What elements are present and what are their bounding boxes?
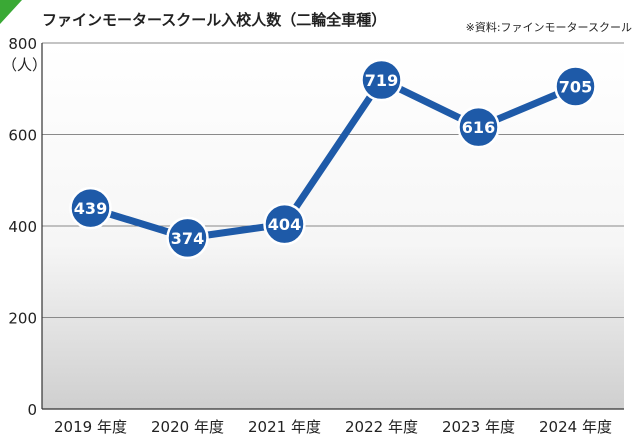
data-point bbox=[554, 65, 597, 108]
data-point bbox=[69, 186, 112, 230]
y-tick-label: 400 bbox=[8, 218, 37, 236]
x-tick-label: 2024 年度 bbox=[539, 418, 612, 436]
y-tick-labels: 0 200 400 600 800 bbox=[8, 35, 37, 419]
data-label: 616 bbox=[462, 118, 495, 137]
data-point bbox=[360, 58, 403, 102]
chart-source: ※資料:ファインモータースクール bbox=[466, 20, 632, 34]
axes bbox=[41, 43, 624, 410]
data-label: 719 bbox=[365, 71, 398, 90]
data-label: 374 bbox=[171, 229, 204, 248]
x-tick-label: 2021 年度 bbox=[248, 418, 321, 436]
y-tick-label: 800 bbox=[8, 35, 37, 53]
y-axis-unit-label: （人） bbox=[2, 56, 47, 74]
x-tick-label: 2023 年度 bbox=[442, 418, 515, 436]
chart-title: ファインモータースクール入校人数（二輪全車種） bbox=[42, 11, 386, 29]
data-point bbox=[263, 202, 306, 246]
corner-accent bbox=[0, 0, 22, 24]
data-label: 404 bbox=[268, 215, 301, 234]
x-tick-label: 2022 年度 bbox=[345, 418, 418, 436]
y-tick-label: 200 bbox=[8, 310, 37, 328]
x-tick-label: 2020 年度 bbox=[151, 418, 224, 436]
x-tick-label: 2019 年度 bbox=[54, 418, 127, 436]
data-label: 705 bbox=[559, 77, 592, 96]
data-point bbox=[457, 105, 500, 149]
data-point bbox=[166, 216, 209, 260]
data-label: 439 bbox=[74, 199, 107, 218]
data-points: 439 374 404 719 616 705 bbox=[69, 58, 597, 260]
y-tick-label: 0 bbox=[27, 401, 37, 419]
y-tick-label: 600 bbox=[8, 127, 37, 145]
x-tick-labels: 2019 年度 2020 年度 2021 年度 2022 年度 2023 年度 2024 … bbox=[54, 418, 612, 436]
